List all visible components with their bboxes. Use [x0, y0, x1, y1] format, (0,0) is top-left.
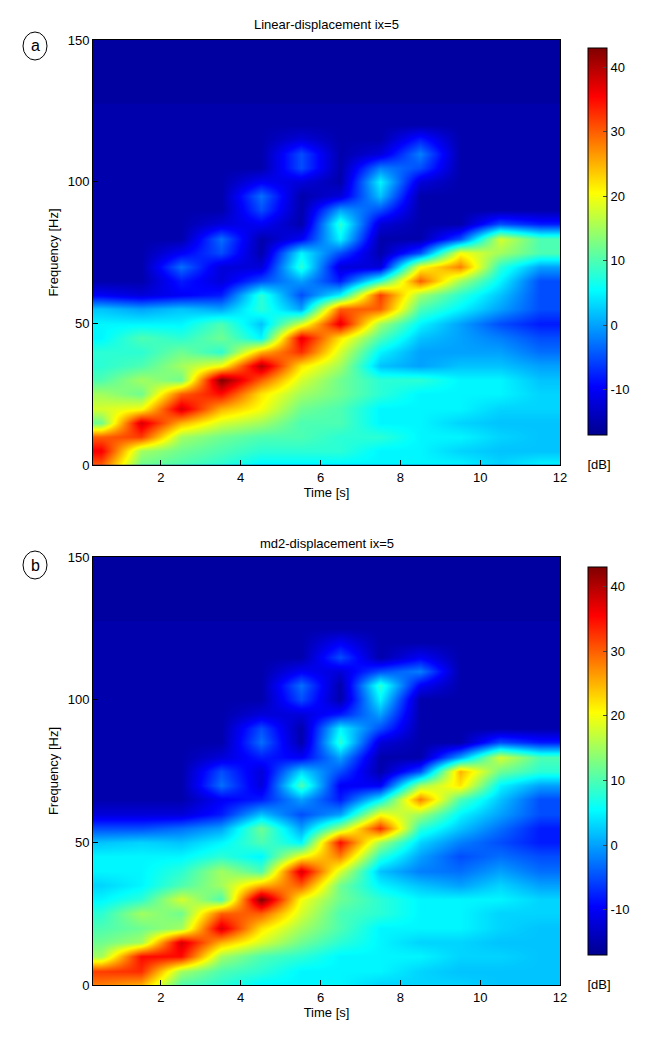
svg-text:6: 6	[317, 470, 324, 485]
svg-text:md2-displacement ix=5: md2-displacement ix=5	[260, 536, 394, 551]
svg-text:10: 10	[611, 253, 625, 268]
svg-text:40: 40	[611, 579, 625, 594]
svg-text:Time [s]: Time [s]	[304, 1005, 350, 1020]
svg-text:30: 30	[611, 644, 625, 659]
svg-text:[dB]: [dB]	[588, 457, 611, 472]
svg-text:10: 10	[473, 990, 487, 1005]
svg-text:100: 100	[68, 692, 90, 707]
svg-text:0: 0	[82, 458, 89, 473]
svg-text:12: 12	[553, 470, 567, 485]
svg-text:Frequency [Hz]: Frequency [Hz]	[46, 727, 61, 815]
svg-text:-10: -10	[611, 902, 630, 917]
svg-text:-10: -10	[611, 382, 630, 397]
svg-text:Linear-displacement ix=5: Linear-displacement ix=5	[254, 17, 399, 32]
svg-text:20: 20	[611, 189, 625, 204]
svg-text:0: 0	[82, 978, 89, 993]
svg-text:50: 50	[75, 835, 89, 850]
svg-text:Frequency [Hz]: Frequency [Hz]	[46, 208, 61, 296]
svg-text:2: 2	[157, 990, 164, 1005]
svg-text:40: 40	[611, 60, 625, 75]
svg-text:[dB]: [dB]	[588, 977, 611, 992]
svg-text:4: 4	[237, 470, 244, 485]
svg-text:10: 10	[473, 470, 487, 485]
svg-text:b: b	[31, 557, 40, 574]
svg-text:12: 12	[553, 990, 567, 1005]
svg-text:50: 50	[75, 316, 89, 331]
svg-text:0: 0	[611, 318, 618, 333]
svg-text:0: 0	[611, 838, 618, 853]
svg-text:4: 4	[237, 990, 244, 1005]
svg-text:6: 6	[317, 990, 324, 1005]
svg-text:Time [s]: Time [s]	[304, 485, 350, 500]
svg-text:150: 150	[68, 33, 90, 48]
svg-text:8: 8	[397, 470, 404, 485]
svg-text:100: 100	[68, 174, 90, 189]
svg-text:20: 20	[611, 708, 625, 723]
svg-text:30: 30	[611, 124, 625, 139]
svg-text:10: 10	[611, 773, 625, 788]
svg-text:8: 8	[397, 990, 404, 1005]
svg-text:a: a	[31, 37, 40, 54]
svg-text:2: 2	[157, 470, 164, 485]
svg-text:150: 150	[68, 550, 90, 565]
